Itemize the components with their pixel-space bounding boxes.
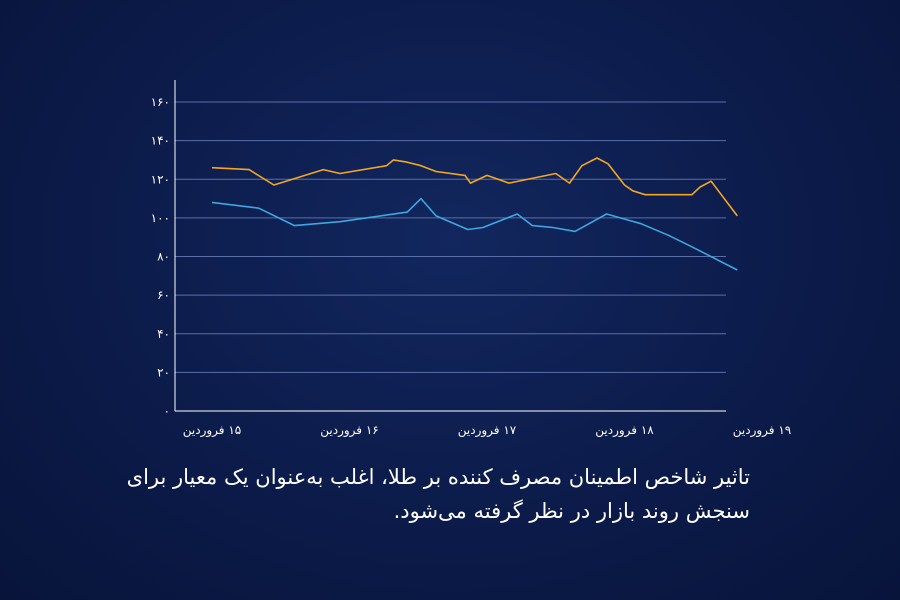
axes xyxy=(174,80,726,412)
y-tick-label: ۲۰ xyxy=(157,365,170,379)
y-tick-label: ۱۴۰ xyxy=(151,134,170,148)
y-tick-label: ۴۰ xyxy=(157,327,170,341)
y-tick-label: ۱۲۰ xyxy=(151,172,170,186)
x-tick-label: ۱۷ فروردین xyxy=(458,423,517,438)
x-tick-label: ۱۶ فروردین xyxy=(320,423,378,438)
x-tick-label: ۱۸ فروردین xyxy=(595,423,654,438)
grid-lines xyxy=(175,101,726,373)
series-line-1 xyxy=(211,157,738,217)
y-tick-label: ۱۰۰ xyxy=(151,211,170,225)
y-tick-label: ۶۰ xyxy=(157,288,170,302)
x-tick-labels: ۱۵ فروردین ۱۶ فروردین ۱۷ فروردین ۱۸ فروردین… xyxy=(183,423,791,438)
chart-caption: تاثیر شاخص اطمینان مصرف کننده بر طلا، اغ… xyxy=(126,465,750,523)
x-tick-label: ۱۹ فروردین xyxy=(733,423,791,438)
y-tick-labels: ۰ ۲۰ ۴۰ ۶۰ ۸۰ ۱۰۰ ۱۲۰ ۱۴۰ ۱۶۰ xyxy=(151,95,170,418)
y-tick-label: ۱۶۰ xyxy=(151,95,170,109)
y-tick-label: ۰ xyxy=(164,404,170,418)
y-tick-label: ۸۰ xyxy=(157,250,170,264)
series-line-2 xyxy=(211,197,738,271)
series xyxy=(211,157,738,271)
x-tick-label: ۱۵ فروردین xyxy=(183,423,241,438)
